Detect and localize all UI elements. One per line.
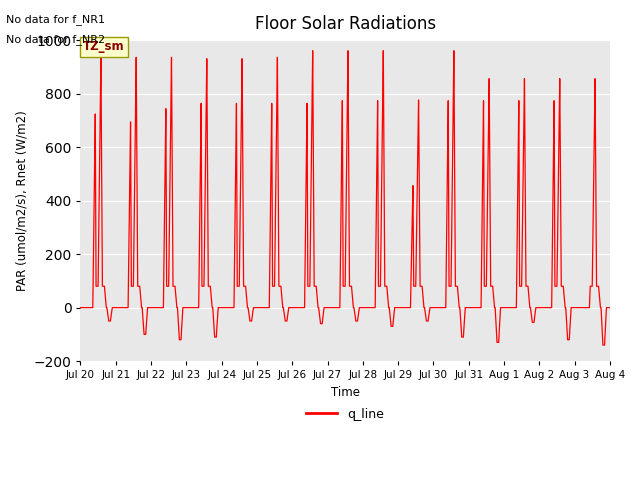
X-axis label: Time: Time [331,386,360,399]
Text: No data for f_NR1: No data for f_NR1 [6,14,106,25]
Text: TZ_sm: TZ_sm [83,40,125,53]
Text: No data for f_NR2: No data for f_NR2 [6,34,106,45]
Title: Floor Solar Radiations: Floor Solar Radiations [255,15,436,33]
Y-axis label: PAR (umol/m2/s), Rnet (W/m2): PAR (umol/m2/s), Rnet (W/m2) [15,110,28,291]
Legend: q_line: q_line [301,403,389,425]
